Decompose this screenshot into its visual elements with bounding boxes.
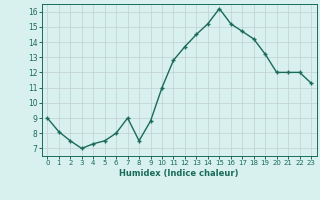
- X-axis label: Humidex (Indice chaleur): Humidex (Indice chaleur): [119, 169, 239, 178]
